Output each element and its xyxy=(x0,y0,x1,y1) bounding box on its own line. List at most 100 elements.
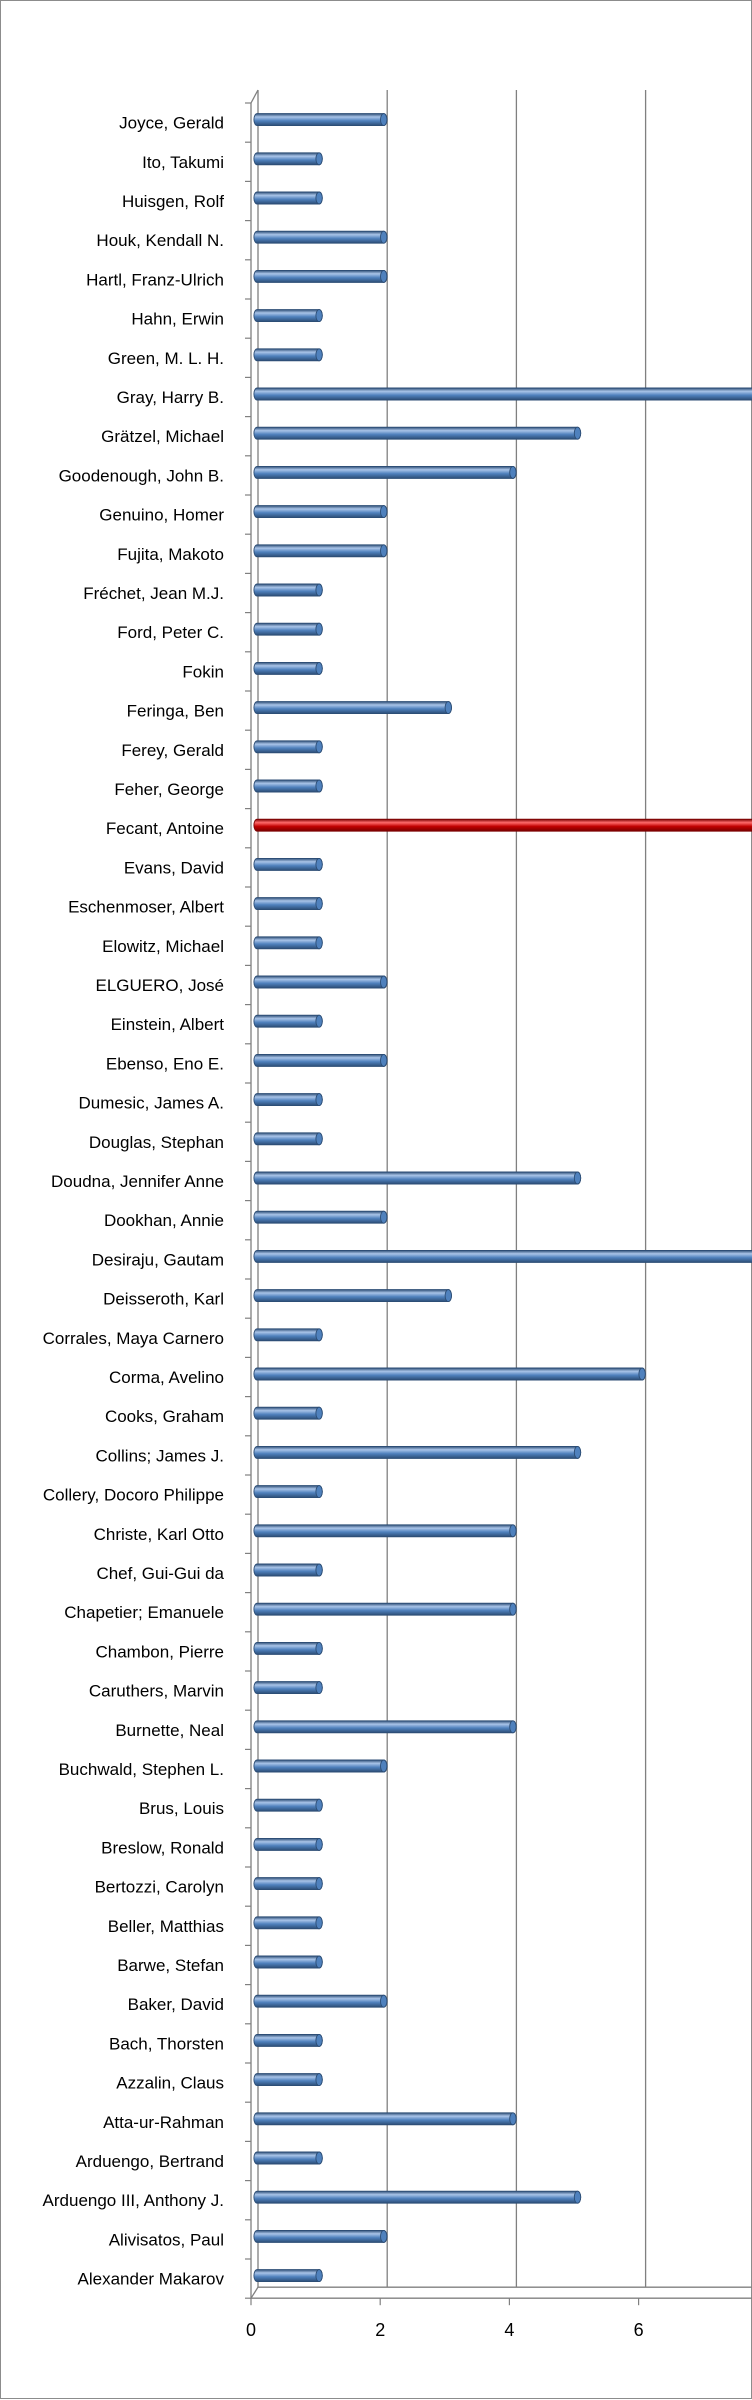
bar-cap xyxy=(315,2269,323,2283)
category-label: Alivisatos, Paul xyxy=(109,2230,224,2249)
bar-cap xyxy=(315,2033,323,2047)
bar-cap xyxy=(315,1014,323,1028)
bar-cap xyxy=(315,1916,323,1930)
x-tick-label: 6 xyxy=(634,2320,644,2340)
bar xyxy=(253,2112,517,2126)
bar-body xyxy=(253,505,388,519)
category-label: Alexander Makarov xyxy=(78,2270,225,2289)
bar-body xyxy=(253,269,388,283)
bar-cap xyxy=(315,2073,323,2087)
bar-cap xyxy=(444,1289,452,1303)
category-label: Elowitz, Michael xyxy=(102,937,224,956)
category-label: Genuino, Homer xyxy=(99,506,224,525)
bar-cap xyxy=(315,309,323,323)
bar-body xyxy=(253,1877,323,1891)
bar xyxy=(253,1328,323,1342)
bar xyxy=(253,152,323,166)
category-label: Collery, Docoro Philippe xyxy=(43,1486,224,1505)
bar-cap xyxy=(315,857,323,871)
bar xyxy=(253,2190,582,2204)
bars xyxy=(253,113,752,2283)
bar-body xyxy=(253,2151,323,2165)
bar-cap xyxy=(315,622,323,636)
bar-body xyxy=(253,426,582,440)
bar xyxy=(253,1093,323,1107)
category-label: Ford, Peter C. xyxy=(117,623,224,642)
category-label: Dumesic, James A. xyxy=(79,1094,225,1113)
bar xyxy=(253,936,323,950)
bar xyxy=(253,1210,388,1224)
bar xyxy=(253,1289,452,1303)
bar-cap xyxy=(509,1602,517,1616)
bar-body xyxy=(253,2269,323,2283)
bar xyxy=(253,1994,388,2008)
bar-body xyxy=(253,936,323,950)
bar xyxy=(253,387,752,401)
bar xyxy=(253,661,323,675)
bar xyxy=(253,1014,323,1028)
bar-cap xyxy=(573,1171,582,1185)
bar xyxy=(253,2151,323,2165)
bar-body xyxy=(253,191,323,205)
x-tick-label: 2 xyxy=(375,2320,385,2340)
bar-body xyxy=(253,818,752,832)
bar-body xyxy=(253,661,323,675)
category-label: Ebenso, Eno E. xyxy=(106,1054,224,1073)
bar xyxy=(253,1485,323,1499)
bar-body xyxy=(253,1916,323,1930)
bar-body xyxy=(253,1014,323,1028)
bar-cap xyxy=(315,1093,323,1107)
bar-body xyxy=(253,152,323,166)
bar-body xyxy=(253,1093,323,1107)
bar-cap xyxy=(380,269,388,283)
bar xyxy=(253,818,752,832)
bar-cap xyxy=(315,152,323,166)
bar-body xyxy=(253,465,517,479)
bar-cap xyxy=(509,2112,517,2126)
bar-body xyxy=(253,1955,323,1969)
category-label: Chef, Gui-Gui da xyxy=(96,1564,224,1583)
bar-cap xyxy=(315,1406,323,1420)
category-label: Feringa, Ben xyxy=(127,702,224,721)
category-label: Ito, Takumi xyxy=(142,153,224,172)
category-label: Houk, Kendall N. xyxy=(96,231,224,250)
bar-body xyxy=(253,701,452,715)
gridlines xyxy=(386,90,647,2288)
tick-labels: 02468101214 xyxy=(246,2320,644,2340)
category-label: Doudna, Jennifer Anne xyxy=(51,1172,224,1191)
bar-body xyxy=(253,1681,323,1695)
category-label: Goodenough, John B. xyxy=(59,466,224,485)
category-label: Arduengo III, Anthony J. xyxy=(43,2191,224,2210)
bar-cap xyxy=(315,1328,323,1342)
bar-cap xyxy=(380,1053,388,1067)
bar-body xyxy=(253,1171,582,1185)
category-label: Deisseroth, Karl xyxy=(103,1290,224,1309)
category-label: Corma, Avelino xyxy=(109,1368,224,1387)
bar xyxy=(253,1053,388,1067)
bar xyxy=(253,1406,323,1420)
category-label: Bach, Thorsten xyxy=(109,2034,224,2053)
bar-body xyxy=(253,1328,323,1342)
bar xyxy=(253,269,388,283)
bar-body xyxy=(253,1759,388,1773)
bar xyxy=(253,465,517,479)
category-label: Fecant, Antoine xyxy=(106,819,224,838)
category-label: Atta-ur-Rahman xyxy=(103,2113,224,2132)
bar xyxy=(253,544,388,558)
category-label: Chapetier; Emanuele xyxy=(64,1603,224,1622)
x-tick-label: 0 xyxy=(246,2320,256,2340)
category-label: Buchwald, Stephen L. xyxy=(59,1760,224,1779)
bar-cap xyxy=(315,583,323,597)
bar-cap xyxy=(315,1798,323,1812)
bar-body xyxy=(253,1837,323,1851)
category-label: Evans, David xyxy=(124,858,224,877)
bar-body xyxy=(253,1406,323,1420)
category-label: Joyce, Gerald xyxy=(119,114,224,133)
category-label: Azzalin, Claus xyxy=(116,2074,224,2093)
bar-cap xyxy=(380,2229,388,2243)
bar-cap xyxy=(380,1994,388,2008)
bar xyxy=(253,857,323,871)
category-label: Burnette, Neal xyxy=(115,1721,224,1740)
bar xyxy=(253,622,323,636)
